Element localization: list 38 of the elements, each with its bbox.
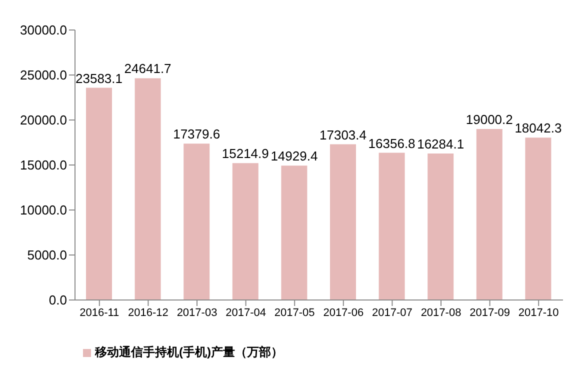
- y-tick-label: 30000.0: [20, 22, 67, 38]
- y-tick-label: 20000.0: [20, 112, 67, 128]
- data-label: 23583.1: [76, 70, 122, 86]
- bar: [86, 88, 112, 300]
- x-tick-label: 2016-12: [128, 306, 168, 319]
- data-label: 24641.7: [124, 61, 172, 76]
- x-tick-label: 2017-04: [226, 306, 266, 319]
- data-label: 16284.1: [417, 136, 464, 152]
- legend-label: 移动通信手持机(手机)产量（万部）: [95, 345, 283, 359]
- x-tick-label: 2017-08: [420, 306, 462, 319]
- x-tick-label: 2017-03: [176, 306, 218, 319]
- x-tick-label: 2017-05: [274, 306, 315, 319]
- bar: [525, 138, 552, 300]
- data-label: 18042.3: [514, 120, 562, 136]
- y-tick-label: 25000.0: [20, 68, 67, 83]
- data-label: 14929.4: [270, 148, 318, 164]
- bar: [281, 166, 308, 300]
- data-label: 17303.4: [320, 127, 366, 142]
- x-tick-label: 2017-10: [518, 306, 559, 319]
- bar: [134, 78, 161, 300]
- bar: [184, 144, 210, 300]
- x-tick-label: 2017-09: [470, 306, 510, 319]
- data-label: 15214.9: [222, 146, 269, 162]
- data-label: 17379.6: [173, 126, 220, 142]
- bar: [330, 144, 356, 300]
- x-tick-label: 2016-11: [80, 306, 120, 319]
- data-label: 19000.2: [466, 112, 513, 127]
- y-tick-label: 5000.0: [27, 248, 67, 263]
- x-tick-label: 2017-06: [323, 306, 364, 319]
- bar: [428, 153, 454, 300]
- bar: [378, 152, 405, 300]
- bar: [232, 163, 258, 300]
- y-tick-label: 0.0: [48, 292, 67, 308]
- y-tick-label: 10000.0: [20, 202, 67, 218]
- bar: [476, 129, 502, 300]
- x-tick-label: 2017-07: [372, 306, 412, 319]
- y-tick-label: 15000.0: [20, 158, 67, 173]
- data-label: 16356.8: [368, 136, 416, 151]
